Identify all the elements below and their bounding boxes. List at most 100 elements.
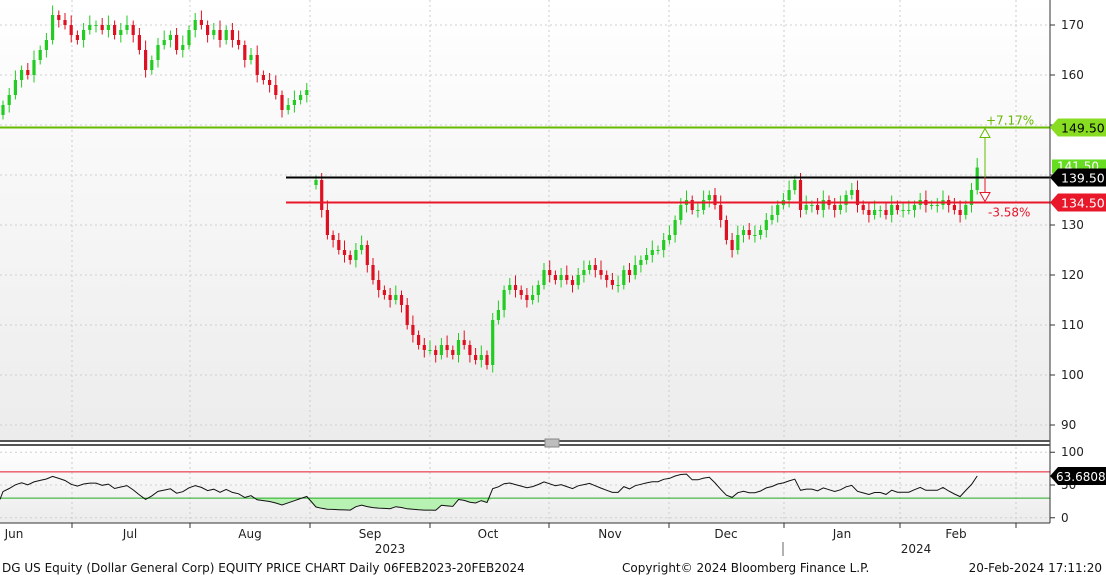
candle-body bbox=[810, 205, 814, 206]
candle-body bbox=[44, 40, 48, 50]
candle-body bbox=[838, 205, 842, 210]
x-axis-month-label: Feb bbox=[945, 527, 966, 541]
candle-body bbox=[673, 220, 677, 235]
candle-body bbox=[106, 25, 110, 30]
candle-body bbox=[428, 350, 432, 351]
candle-body bbox=[224, 30, 228, 40]
candle-body bbox=[798, 180, 803, 210]
candle-body bbox=[890, 205, 894, 215]
candle-body bbox=[747, 230, 751, 235]
candle-body bbox=[371, 265, 375, 280]
candle-body bbox=[405, 305, 409, 325]
candle-body bbox=[548, 270, 552, 275]
candle-body bbox=[255, 55, 259, 75]
candle-body bbox=[816, 205, 820, 210]
candle-body bbox=[360, 245, 364, 250]
candle-body bbox=[292, 100, 296, 105]
candle-body bbox=[26, 70, 30, 75]
candle-body bbox=[770, 215, 774, 220]
candle-body bbox=[377, 280, 381, 290]
candle-body bbox=[325, 210, 329, 235]
candle-body bbox=[175, 35, 179, 50]
candle-body bbox=[662, 240, 666, 250]
candle-body bbox=[702, 200, 706, 210]
candle-body bbox=[305, 90, 309, 95]
candle-body bbox=[975, 167, 979, 190]
candle-body bbox=[969, 190, 974, 205]
candle-body bbox=[610, 280, 614, 285]
candle-body bbox=[776, 205, 780, 215]
x-axis-year-label: 2023 bbox=[375, 542, 406, 556]
candle-body bbox=[218, 30, 222, 40]
candle-body bbox=[741, 230, 746, 235]
candle-body bbox=[13, 80, 17, 95]
candle-body bbox=[411, 325, 415, 335]
candle-body bbox=[100, 25, 104, 30]
price-level-badge bbox=[1050, 118, 1106, 137]
candle-body bbox=[187, 30, 191, 45]
y-axis-tick-label: 170 bbox=[1061, 18, 1084, 32]
candle-body bbox=[38, 50, 42, 60]
candle-body bbox=[181, 45, 185, 50]
candle-body bbox=[434, 350, 438, 355]
candle-body bbox=[736, 235, 740, 250]
candle-body bbox=[7, 95, 11, 105]
candle-body bbox=[365, 245, 369, 265]
candle-body bbox=[719, 205, 723, 220]
candle-body bbox=[348, 255, 352, 260]
candle-body bbox=[462, 340, 466, 345]
y-axis-tick-label: 110 bbox=[1061, 318, 1084, 332]
candle-body bbox=[206, 25, 210, 35]
x-axis-month-label: Sep bbox=[359, 527, 382, 541]
candle-body bbox=[645, 255, 649, 260]
x-axis-month-label: Jan bbox=[832, 527, 852, 541]
candle-body bbox=[935, 205, 939, 206]
candle-body bbox=[884, 210, 888, 215]
candle-body bbox=[855, 190, 860, 205]
candle-body bbox=[119, 30, 123, 35]
candle-body bbox=[850, 190, 854, 195]
y-axis-tick-label: 100 bbox=[1061, 368, 1084, 382]
candle-body bbox=[707, 195, 711, 200]
candle-body bbox=[144, 50, 148, 70]
candle-body bbox=[156, 45, 160, 60]
candle-body bbox=[32, 60, 36, 75]
candle-body bbox=[952, 205, 956, 210]
candle-body bbox=[633, 265, 637, 275]
candle-body bbox=[63, 20, 67, 25]
candle-body bbox=[456, 340, 461, 355]
candle-body bbox=[833, 205, 837, 210]
price-chart: Jun Jul Aug Sep Oct Nov Dec Jan Feb 2023 2024 90 100… bbox=[0, 0, 1106, 556]
x-axis-month-label: Nov bbox=[598, 527, 621, 541]
candle-body bbox=[88, 25, 92, 30]
candle-body bbox=[57, 15, 61, 20]
candle-body bbox=[20, 70, 24, 80]
candle-body bbox=[137, 35, 141, 50]
candle-body bbox=[474, 355, 478, 360]
candle-body bbox=[605, 275, 609, 280]
candle-body bbox=[627, 270, 632, 275]
price-level-badge-label: 149.50 bbox=[1061, 121, 1105, 136]
candle-body bbox=[249, 55, 253, 60]
candle-body bbox=[559, 275, 563, 280]
candle-body bbox=[230, 30, 234, 40]
candle-body bbox=[51, 15, 55, 40]
candle-body bbox=[667, 235, 671, 240]
candle-body bbox=[417, 335, 421, 345]
y-axis-tick-label: 90 bbox=[1061, 418, 1076, 432]
candle-body bbox=[599, 270, 603, 275]
candle-body bbox=[690, 200, 694, 210]
y-axis-tick-label: 130 bbox=[1061, 218, 1084, 232]
price-level-badge bbox=[1050, 168, 1106, 187]
candle-body bbox=[168, 35, 172, 40]
y-axis-tick-label: 120 bbox=[1061, 268, 1084, 282]
candle-body bbox=[793, 180, 797, 190]
candle-body bbox=[479, 355, 483, 360]
candle-body bbox=[513, 285, 518, 290]
upside-percent-label: +7.17% bbox=[986, 114, 1034, 128]
candle-body bbox=[280, 95, 284, 110]
candle-body bbox=[439, 345, 443, 355]
candle-body bbox=[650, 250, 654, 255]
timestamp: 20-Feb-2024 17:11:20 bbox=[968, 561, 1102, 575]
candle-body bbox=[445, 345, 449, 350]
